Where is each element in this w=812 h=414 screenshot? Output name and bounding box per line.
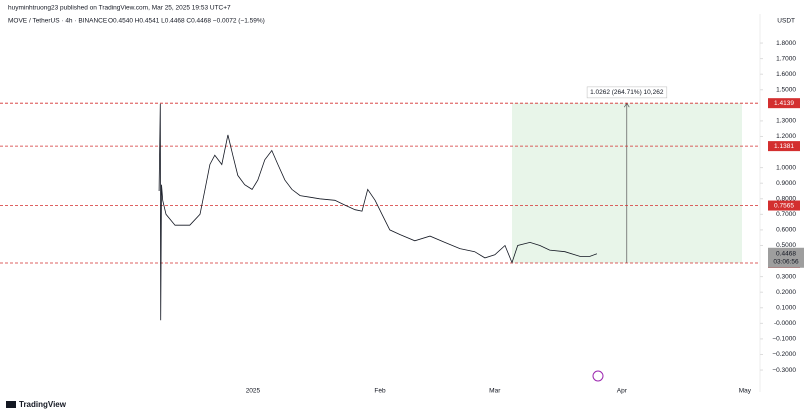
symbol: MOVE / TetherUS · 4h · BINANCE bbox=[8, 18, 108, 25]
y-tick-label: 1.8000 bbox=[776, 40, 796, 47]
measure-label: 1.0262 (264.71%) 10,262 bbox=[590, 89, 664, 96]
y-tick-label: -0.0000 bbox=[774, 320, 796, 327]
level-label: 0.7565 bbox=[774, 202, 794, 209]
x-tick-label: Mar bbox=[489, 388, 501, 395]
ohlc: O0.4540 H0.4541 L0.4468 C0.4468 −0.0072 … bbox=[108, 18, 265, 25]
y-tick-label: −0.2000 bbox=[772, 351, 796, 358]
y-tick-label: 1.3000 bbox=[776, 118, 796, 125]
y-tick-label: 1.6000 bbox=[776, 71, 796, 78]
y-tick-label: 0.6000 bbox=[776, 227, 796, 234]
y-tick-label: 0.8000 bbox=[776, 195, 796, 202]
logo bbox=[6, 401, 16, 408]
price-label-box bbox=[768, 247, 804, 268]
y-tick-label: 0.5000 bbox=[776, 242, 796, 249]
level-label: 1.4139 bbox=[774, 100, 794, 107]
measure-label-box bbox=[586, 86, 668, 99]
y-tick-label: −0.1000 bbox=[772, 336, 796, 343]
x-tick-label: May bbox=[739, 388, 752, 395]
y-tick-label: 0.9000 bbox=[776, 180, 796, 187]
level-label: 1.1381 bbox=[774, 143, 794, 150]
y-tick-label: 1.0000 bbox=[776, 164, 796, 171]
x-tick-label: Apr bbox=[617, 388, 628, 395]
y-tick-label: 0.2000 bbox=[776, 289, 796, 296]
price-line bbox=[158, 103, 598, 321]
brand: TradingView bbox=[19, 400, 67, 409]
currency: USDT bbox=[777, 18, 795, 25]
price-label: 0.4468 bbox=[776, 250, 796, 257]
y-tick-label: 0.7000 bbox=[776, 211, 796, 218]
level-label-box bbox=[768, 98, 800, 109]
x-tick-label: Feb bbox=[374, 388, 386, 395]
y-tick-label: 1.2000 bbox=[776, 133, 796, 140]
level-label-box bbox=[768, 200, 800, 211]
y-tick-label: 0.3000 bbox=[776, 273, 796, 280]
author-line: huyminhtruong23 published on TradingView… bbox=[8, 5, 231, 12]
y-tick-label: 1.7000 bbox=[776, 55, 796, 62]
y-tick-label: −0.3000 bbox=[772, 367, 796, 374]
countdown: 03:06:56 bbox=[773, 258, 799, 265]
y-tick-label: 0.1000 bbox=[776, 304, 796, 311]
level-label-box bbox=[768, 141, 800, 152]
x-tick-label: 2025 bbox=[246, 388, 261, 395]
y-tick-label: 1.5000 bbox=[776, 86, 796, 93]
event-icon[interactable] bbox=[592, 370, 604, 382]
